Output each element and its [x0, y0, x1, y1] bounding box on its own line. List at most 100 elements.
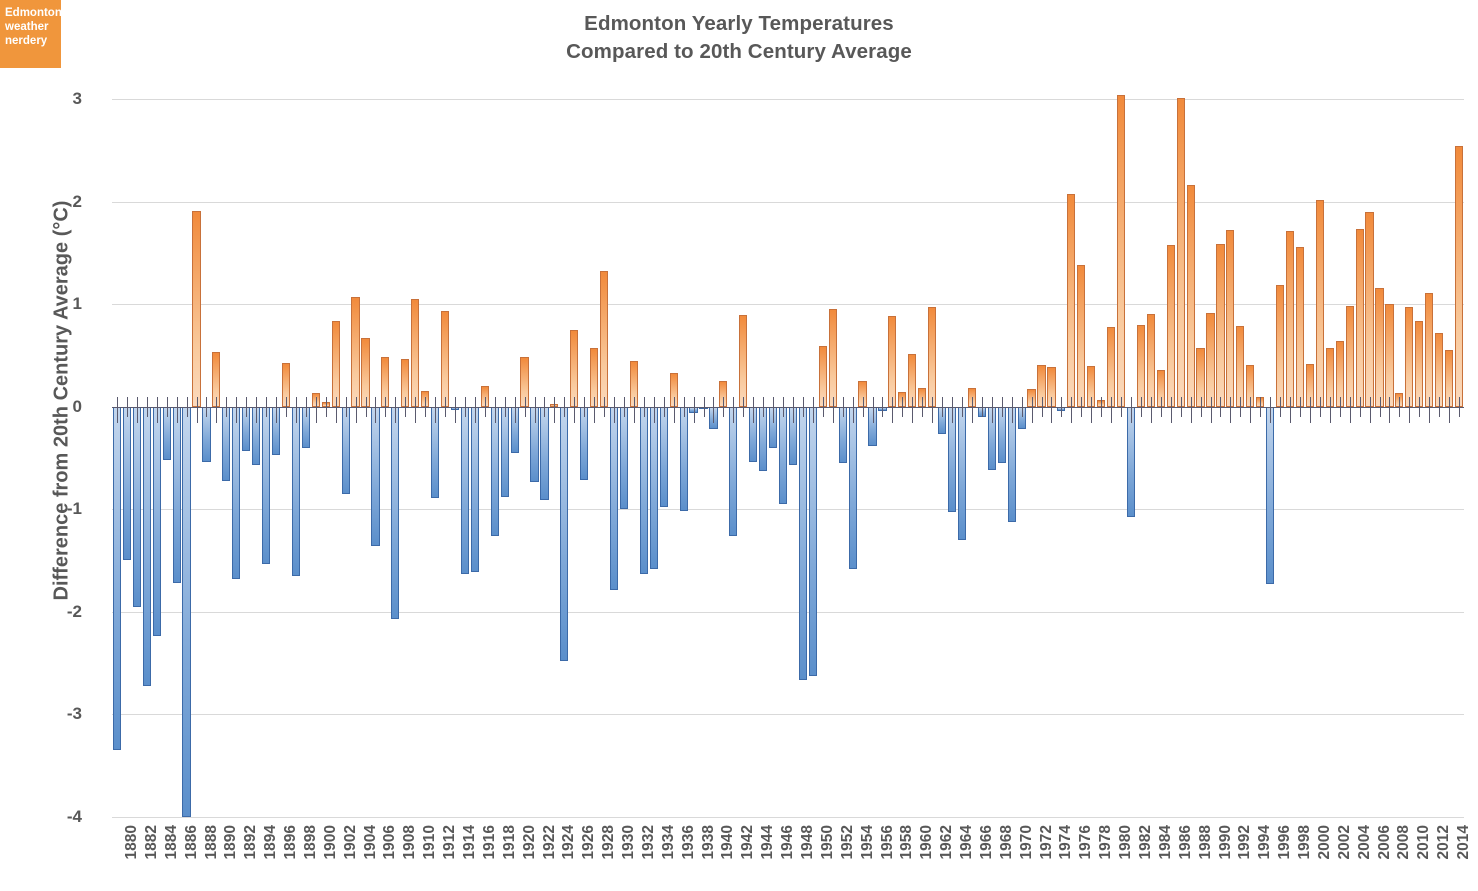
- chart-bar: [580, 406, 589, 480]
- x-axis-tick: [1409, 406, 1411, 423]
- y-tick-label: 1: [72, 294, 82, 314]
- chart-bar: [351, 296, 360, 407]
- x-axis-tick: [912, 406, 914, 423]
- x-axis-tick: [852, 396, 854, 407]
- x-axis-tick: [1449, 406, 1451, 423]
- page-title: Edmonton Yearly Temperatures Compared to…: [0, 10, 1478, 66]
- x-axis-tick: [892, 406, 894, 423]
- x-axis-tick: [922, 406, 924, 417]
- x-axis-tick: [872, 396, 874, 407]
- chart-bar: [888, 316, 897, 407]
- x-axis-tick: [554, 396, 556, 407]
- chart-bar: [311, 393, 320, 407]
- x-axis-tick: [1021, 396, 1023, 407]
- x-axis-tick: [276, 406, 278, 423]
- chart-bar: [570, 329, 579, 407]
- chart-title-line-2: Compared to 20th Century Average: [566, 40, 912, 63]
- x-axis-tick: [524, 406, 526, 417]
- x-axis-tick: [1399, 406, 1401, 417]
- x-axis-tick: [1409, 396, 1411, 407]
- x-axis-tick: [594, 406, 596, 423]
- x-axis-tick: [673, 406, 675, 423]
- chart-bar: [778, 406, 788, 505]
- x-axis-tick: [1359, 396, 1361, 407]
- chart-bar: [262, 406, 271, 564]
- x-tick-label: 1886: [182, 825, 200, 860]
- x-axis-tick: [1329, 406, 1331, 423]
- chart-bar: [1315, 199, 1324, 407]
- x-tick-label: 1938: [699, 825, 717, 860]
- x-tick-label: 1934: [659, 825, 677, 860]
- chart-bar: [381, 357, 390, 407]
- chart-bar: [222, 406, 231, 481]
- x-axis-tick: [405, 396, 407, 407]
- x-axis-tick: [1001, 406, 1003, 417]
- x-axis-tick: [1349, 396, 1351, 407]
- y-tick-label: 2: [72, 191, 82, 211]
- x-tick-label: 1958: [898, 825, 916, 860]
- chart-bar: [1146, 314, 1155, 407]
- y-gridline: [112, 99, 1464, 100]
- x-axis-tick: [773, 406, 775, 423]
- x-axis-tick: [365, 396, 367, 407]
- chart-bar: [1166, 244, 1175, 407]
- chart-bar: [1375, 287, 1384, 407]
- x-axis-tick: [1101, 406, 1103, 417]
- x-axis-tick: [246, 406, 248, 417]
- x-axis-tick: [474, 396, 476, 407]
- x-tick-label: 1882: [142, 825, 160, 860]
- x-axis-tick: [1230, 406, 1232, 423]
- x-axis-tick: [673, 396, 675, 407]
- chart-bar: [1206, 313, 1215, 407]
- chart-bar: [132, 406, 141, 607]
- x-axis-tick: [1051, 406, 1053, 423]
- x-tick-label: 1992: [1236, 825, 1254, 860]
- x-axis-tick: [822, 406, 824, 417]
- x-axis-tick: [733, 396, 735, 407]
- x-axis-tick: [1130, 406, 1132, 423]
- x-axis-tick: [196, 396, 198, 407]
- x-axis-tick: [494, 396, 496, 407]
- x-axis-tick: [256, 406, 258, 423]
- x-axis-tick: [763, 396, 765, 407]
- x-axis-tick: [375, 396, 377, 407]
- chart-bar: [1126, 406, 1136, 518]
- x-axis-tick: [1379, 406, 1381, 417]
- x-axis-tick: [1210, 406, 1212, 423]
- x-tick-label: 1976: [1077, 825, 1095, 860]
- x-axis-tick: [693, 396, 695, 407]
- chart-bar: [331, 320, 340, 407]
- x-tick-label: 1906: [381, 825, 399, 860]
- x-axis-tick: [464, 396, 466, 407]
- x-axis-tick: [1309, 406, 1311, 423]
- chart-bar: [679, 406, 688, 512]
- x-tick-label: 1952: [838, 825, 856, 860]
- chart-bar: [1425, 292, 1434, 407]
- x-axis-tick: [882, 396, 884, 407]
- x-axis-tick: [991, 406, 993, 423]
- chart-bar: [1295, 246, 1305, 407]
- x-axis-tick: [783, 406, 785, 417]
- x-axis-tick: [335, 406, 337, 423]
- x-axis-tick: [454, 406, 456, 423]
- x-axis-tick: [604, 406, 606, 417]
- chart-bar: [1325, 348, 1334, 407]
- x-axis-tick: [614, 396, 616, 407]
- x-axis-tick: [335, 396, 337, 407]
- chart-bar: [1365, 211, 1374, 407]
- chart-plot-area: 3 2 1 0 -1 -2 -3 -4: [67, 89, 1464, 826]
- x-axis-tick: [365, 406, 367, 417]
- chart-bar: [440, 311, 450, 407]
- x-axis-tick: [792, 396, 794, 407]
- x-axis-tick: [584, 406, 586, 417]
- x-axis-tick: [832, 406, 834, 423]
- chart-bar: [421, 391, 430, 407]
- x-tick-label: 1956: [878, 825, 896, 860]
- x-axis-tick: [1121, 406, 1123, 417]
- chart-bar: [550, 403, 559, 407]
- chart-bar: [858, 381, 867, 407]
- x-axis-tick: [1130, 396, 1132, 407]
- x-axis-tick: [812, 406, 814, 423]
- x-tick-label: 1978: [1097, 825, 1115, 860]
- y-gridline: [112, 611, 1464, 613]
